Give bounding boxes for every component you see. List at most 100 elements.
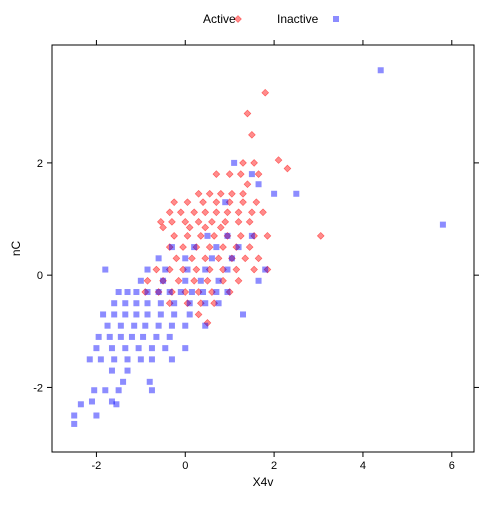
data-point-inactive: [231, 159, 238, 166]
series-inactive: [71, 67, 446, 427]
data-point-active: [250, 232, 258, 240]
data-point-active: [225, 198, 234, 207]
data-point-inactive: [224, 289, 231, 296]
data-point-inactive: [95, 333, 102, 340]
data-point-active: [190, 276, 198, 285]
data-point-inactive: [228, 255, 235, 262]
data-point-inactive: [166, 333, 173, 340]
data-point-inactive: [213, 244, 220, 251]
data-point-active: [172, 254, 181, 263]
data-point-inactive: [157, 311, 164, 318]
data-point-active: [212, 198, 221, 207]
data-point-inactive: [144, 300, 151, 307]
data-point-inactive: [115, 289, 122, 296]
data-point-active: [252, 198, 261, 207]
data-point-inactive: [162, 266, 169, 273]
data-point-active: [219, 276, 227, 285]
data-point-inactive: [77, 401, 84, 408]
data-point-active: [274, 156, 283, 164]
data-point-active: [154, 288, 163, 296]
data-point-inactive: [215, 277, 222, 284]
data-point-inactive: [168, 244, 175, 251]
data-point-inactive: [197, 277, 204, 284]
data-point-inactive: [71, 420, 78, 427]
data-point-active: [316, 232, 325, 240]
data-point-inactive: [100, 311, 107, 318]
data-point-inactive: [133, 300, 140, 307]
data-point-inactive: [168, 322, 175, 329]
data-point-inactive: [102, 387, 109, 394]
data-point-inactive: [142, 322, 149, 329]
data-point-inactive: [255, 277, 262, 284]
data-point-active: [201, 208, 210, 217]
x-tick-label: 4: [360, 460, 366, 472]
data-point-active: [188, 254, 196, 263]
data-point-inactive: [117, 333, 124, 340]
data-point-active: [232, 265, 241, 274]
legend-symbol-active: [234, 15, 242, 23]
data-point-inactive: [182, 322, 189, 329]
data-point-active: [194, 218, 203, 226]
data-point-active: [179, 265, 187, 274]
data-point-active: [208, 288, 216, 296]
data-point-active: [243, 109, 252, 118]
x-tick-label: 6: [449, 460, 455, 472]
data-point-inactive: [111, 311, 118, 318]
legend-label-active: Active: [203, 12, 236, 26]
data-point-active: [141, 288, 150, 296]
data-point-inactive: [131, 322, 138, 329]
data-point-inactive: [213, 289, 220, 296]
data-point-inactive: [248, 232, 255, 239]
data-point-active: [194, 288, 203, 296]
data-point-inactive: [106, 333, 113, 340]
data-point-active: [212, 208, 221, 217]
data-point-inactive: [111, 356, 118, 363]
data-point-active: [228, 254, 236, 263]
data-point-inactive: [200, 289, 207, 296]
data-point-active: [192, 243, 201, 251]
data-point-inactive: [88, 398, 95, 405]
data-point-inactive: [108, 367, 115, 374]
data-point-active: [219, 243, 227, 251]
data-point-active: [239, 189, 247, 198]
data-point-inactive: [140, 333, 147, 340]
data-point-active: [259, 208, 267, 217]
data-point-active: [250, 265, 258, 274]
data-point-active: [234, 208, 243, 217]
data-point-inactive: [155, 289, 162, 296]
data-point-inactive: [144, 311, 151, 318]
data-point-active: [214, 254, 223, 263]
data-point-active: [225, 170, 234, 178]
data-point-inactive: [293, 190, 300, 197]
data-point-active: [263, 265, 272, 274]
data-point-active: [234, 276, 243, 285]
data-point-active: [181, 288, 190, 296]
data-point-inactive: [377, 67, 384, 74]
data-point-inactive: [111, 300, 118, 307]
data-point-active: [203, 276, 212, 285]
plot-frame: [51, 44, 475, 453]
data-point-inactive: [108, 398, 115, 405]
data-point-inactive: [135, 345, 142, 352]
data-point-inactive: [144, 266, 151, 273]
data-point-active: [219, 265, 227, 274]
data-point-active: [283, 164, 292, 173]
data-point-inactive: [182, 255, 189, 262]
data-point-inactive: [160, 277, 167, 284]
data-point-active: [236, 170, 245, 178]
data-point-inactive: [215, 300, 222, 307]
data-point-active: [239, 159, 247, 167]
data-point-inactive: [224, 232, 231, 239]
data-point-active: [168, 288, 176, 296]
data-point-inactive: [168, 356, 175, 363]
legend-label-inactive: Inactive: [277, 12, 319, 26]
data-point-active: [201, 223, 210, 232]
data-point-active: [241, 254, 250, 263]
data-point-active: [228, 189, 236, 198]
data-point-active: [196, 299, 205, 308]
data-point-inactive: [240, 311, 247, 318]
data-point-inactive: [133, 289, 140, 296]
data-point-inactive: [133, 311, 140, 318]
data-point-active: [183, 299, 192, 308]
